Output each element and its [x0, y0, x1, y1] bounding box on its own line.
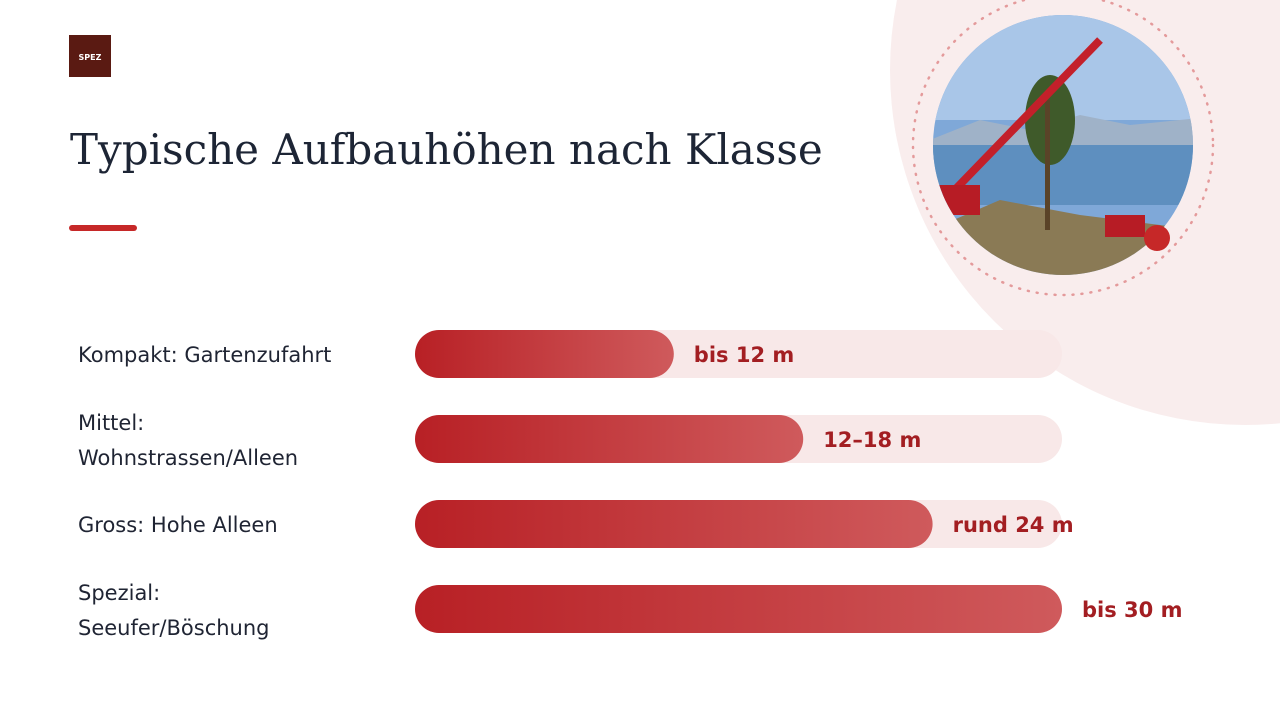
category-label: Spezial: Seeufer/Böschung	[78, 581, 270, 640]
category-label: Mittel: Wohnstrassen/Alleen	[78, 411, 298, 470]
bar	[415, 585, 1062, 633]
value-label: rund 24 m	[953, 513, 1074, 537]
chart-title: Typische Aufbauhöhen nach Klasse	[70, 125, 823, 174]
dotted-ring	[911, 0, 1215, 297]
bar	[415, 415, 804, 463]
category-label: Gross: Hohe Alleen	[78, 513, 278, 537]
title-underline	[69, 225, 137, 231]
value-label: bis 30 m	[1082, 598, 1182, 622]
bar	[415, 500, 933, 548]
accent-dot	[1144, 225, 1170, 251]
value-label: 12–18 m	[823, 428, 921, 452]
logo-text: SPEZ	[79, 53, 102, 62]
value-label: bis 12 m	[694, 343, 794, 367]
category-label: Kompakt: Gartenzufahrt	[78, 343, 331, 367]
bar	[415, 330, 674, 378]
logo	[69, 35, 111, 77]
